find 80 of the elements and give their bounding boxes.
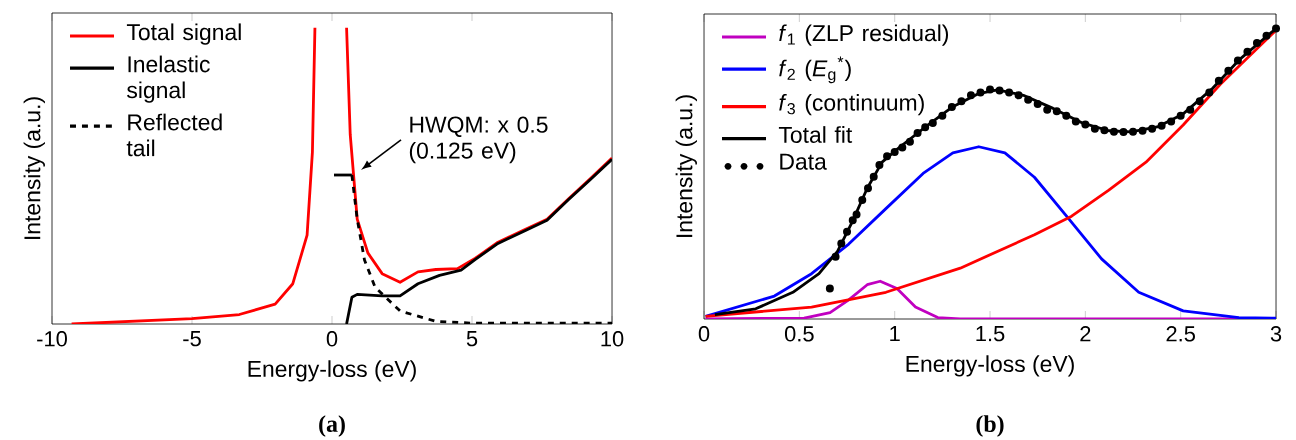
point — [1024, 95, 1033, 104]
text: (a) — [319, 415, 345, 437]
point — [966, 91, 975, 100]
legend-label: Total fit — [778, 126, 853, 143]
y-axis-title: Intensity (a.u.) — [675, 95, 697, 237]
point — [858, 195, 867, 204]
point — [1195, 97, 1204, 106]
point — [898, 143, 907, 152]
point — [1224, 66, 1233, 75]
point — [1062, 111, 1071, 120]
point — [928, 118, 937, 127]
point — [1233, 56, 1242, 65]
point — [831, 252, 840, 261]
point — [883, 152, 892, 161]
point — [875, 161, 884, 170]
point — [1071, 117, 1080, 126]
point — [1157, 121, 1166, 130]
x-tick-label: 0.5 — [784, 326, 814, 342]
legend-label: f$_{3}$ (continuum) — [779, 93, 924, 116]
x-tick-label: -5 — [183, 331, 201, 347]
legend-label: Total signal — [126, 23, 241, 45]
x-tick-label: 1 — [890, 326, 900, 342]
x-axis-title: Energy-loss (eV) — [248, 360, 416, 382]
point — [1005, 88, 1014, 97]
x-tick-label: 2 — [1080, 326, 1091, 342]
point — [1129, 127, 1138, 136]
point — [863, 184, 872, 193]
point — [1148, 124, 1157, 133]
point — [986, 85, 995, 94]
point — [921, 123, 930, 132]
legend-label: Inelastic signal — [127, 55, 210, 103]
x-tick-label: 10 — [601, 331, 624, 347]
point — [957, 97, 966, 106]
point — [1243, 47, 1252, 56]
point — [1014, 91, 1023, 100]
point — [825, 284, 834, 293]
point — [837, 239, 846, 248]
x-tick-label: 0 — [326, 331, 338, 347]
point — [1205, 88, 1214, 97]
point — [1252, 39, 1261, 48]
point — [1081, 120, 1090, 129]
point — [1090, 124, 1099, 133]
point — [1109, 127, 1118, 136]
x-tick-label: 1.5 — [976, 326, 1005, 342]
point — [852, 210, 861, 219]
x-tick-label: 3 — [1270, 326, 1282, 342]
point — [995, 86, 1004, 95]
x-tick-label: 5 — [466, 331, 478, 347]
point — [1119, 127, 1128, 136]
point — [976, 88, 985, 97]
legend-label: f$_{1}$ (ZLP residual) — [779, 24, 949, 46]
x-axis-title: Energy-loss (eV) — [906, 355, 1074, 377]
point — [1272, 24, 1281, 33]
point — [1262, 31, 1271, 40]
annotation: HWQM: x 0.5 (0.125 eV) — [409, 116, 548, 164]
point — [1138, 126, 1147, 135]
point — [1052, 107, 1061, 116]
point — [1176, 111, 1185, 120]
point — [1100, 126, 1109, 135]
point — [1043, 105, 1052, 114]
x-tick-label: -10 — [37, 331, 67, 347]
point — [843, 227, 852, 236]
point — [1033, 100, 1042, 109]
point — [1186, 105, 1195, 114]
legend-label: f$_{2}$ (E$_{g}$$^{*}$) — [779, 56, 851, 84]
point — [938, 111, 947, 120]
legend-label: Data — [780, 153, 827, 170]
x-tick-label: 2.5 — [1166, 326, 1195, 342]
point — [848, 216, 857, 225]
y-axis-title: Intensity (a.u.) — [23, 97, 45, 239]
legend-label: Reflected tail — [126, 113, 222, 157]
point — [1214, 76, 1223, 85]
point — [890, 147, 899, 156]
point — [869, 172, 878, 181]
point — [913, 129, 922, 138]
text: (b) — [976, 415, 1004, 437]
point — [947, 102, 956, 111]
point — [1167, 117, 1176, 126]
point — [905, 137, 914, 146]
x-tick-label: 0 — [698, 326, 710, 342]
